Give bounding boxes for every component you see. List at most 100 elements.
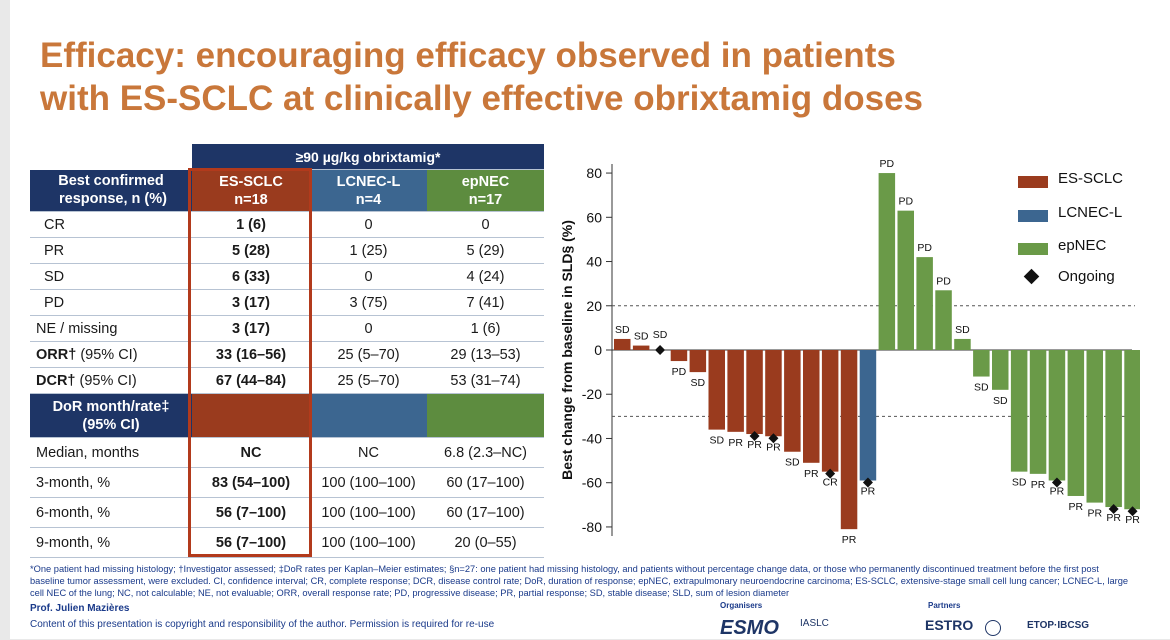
table-row-orr: ORR† (95% CI) 33 (16–56) 25 (5–70) 29 (13–… [30, 341, 544, 368]
response-label: PR [1106, 512, 1121, 524]
response-label: PD [880, 158, 895, 170]
slide-title: Efficacy: encouraging efficacy observed … [40, 34, 1120, 120]
response-label: SD [634, 331, 649, 343]
table-row: PR 5 (28) 1 (25) 5 (29) [30, 237, 544, 264]
bar [614, 338, 631, 350]
bar [878, 173, 896, 350]
response-label: SD [653, 329, 668, 341]
iaslc-logo: IASLC [800, 618, 829, 629]
y-tick-label: -60 [582, 475, 602, 491]
y-tick-label: 40 [586, 254, 602, 270]
response-label: PD [672, 366, 687, 378]
ongoing-marker [825, 468, 836, 479]
esmo-logo: ESMO [720, 617, 779, 639]
title-line-1: Efficacy: encouraging efficacy observed … [40, 36, 896, 75]
col-header-epnec: epNEC n=17 [427, 169, 544, 212]
dose-header: ≥90 µg/kg obrixtamig* [192, 144, 544, 170]
estro-logo: ESTRO [925, 617, 974, 633]
y-tick-label: 80 [586, 165, 602, 181]
response-label: PR [1050, 485, 1065, 497]
table-row: SD 6 (33) 0 4 (24) [30, 263, 544, 290]
waterfall-chart: 80 60 40 20 0 -20 -40 -60 -80 Best change from ba… [559, 158, 1140, 546]
bar [1029, 350, 1047, 474]
dor-header: DoR month/rate‡ (95% CI) [30, 393, 192, 438]
table-row: CR 1 (6) 0 0 [30, 211, 544, 238]
author-name: Prof. Julien Mazières [30, 603, 130, 614]
response-label: PD [898, 196, 913, 208]
ongoing-marker [1051, 477, 1062, 488]
response-label: SD [974, 382, 989, 394]
bar [765, 350, 782, 437]
response-label: PR [747, 439, 762, 451]
response-label: SD [1012, 477, 1027, 489]
dor-header-row: DoR month/rate‡ (95% CI) [30, 393, 544, 438]
bar [973, 350, 990, 377]
bar [1086, 350, 1103, 503]
row-header: Best confirmed response, n (%) [30, 169, 192, 212]
bar [784, 350, 801, 452]
bar [689, 350, 707, 373]
table-row: NE / missing 3 (17) 0 1 (6) [30, 315, 544, 342]
table-row: 6-month, % 56 (7–100) 100 (100–100) 60 (17–… [30, 497, 544, 528]
col-header-es-sclc: ES-SCLC n=18 [192, 169, 310, 212]
footnote: *One patient had missing histology; †Inv… [30, 564, 1129, 598]
response-label: SD [955, 324, 970, 336]
table-row-dcr: DCR† (95% CI) 67 (44–84) 25 (5–70) 53 (31–… [30, 367, 544, 394]
bar [727, 350, 744, 432]
y-tick-label: 60 [586, 209, 602, 225]
y-tick-label: -40 [582, 430, 602, 446]
bar [803, 350, 820, 463]
bar [992, 350, 1009, 390]
table-row: PD 3 (17) 3 (75) 7 (41) [30, 289, 544, 316]
response-label: PR [842, 534, 857, 546]
response-label: PR [1087, 508, 1102, 520]
response-label: PR [1125, 514, 1140, 526]
ongoing-marker [768, 433, 779, 444]
partners-label: Partners [928, 601, 961, 610]
partner-emblem-icon [985, 620, 1001, 636]
bar [708, 350, 725, 430]
bar [1124, 350, 1140, 510]
bar [935, 290, 952, 350]
copyright-notice: Content of this presentation is copyrigh… [30, 619, 495, 630]
response-label: PR [766, 441, 781, 453]
y-axis-label: Best change from baseline in SLD§ (%) [559, 220, 575, 480]
ongoing-marker [862, 477, 873, 488]
bar [1067, 350, 1085, 496]
response-label: PR [728, 437, 743, 449]
response-label: PD [936, 275, 951, 287]
y-tick-label: 20 [586, 298, 602, 314]
bar [821, 350, 839, 472]
response-label: PR [861, 485, 876, 497]
etop-logo: ETOP·IBCSG [1027, 620, 1090, 631]
organisers-label: Organisers [720, 601, 763, 610]
response-label: SD [785, 457, 800, 469]
table-row: 3-month, % 83 (54–100) 100 (100–100) 60 (17… [30, 467, 544, 498]
bar [1010, 350, 1028, 472]
bar [632, 345, 650, 350]
response-label: PR [1031, 479, 1046, 491]
ongoing-marker [1108, 504, 1119, 515]
bar [1048, 350, 1066, 481]
bar [916, 257, 933, 350]
bar [954, 338, 971, 350]
ongoing-marker [749, 431, 760, 442]
response-label: PD [917, 242, 932, 254]
y-tick-label: -20 [582, 386, 602, 402]
response-label: CR [823, 477, 839, 489]
ongoing-marker [655, 345, 666, 355]
y-tick-label: -80 [582, 519, 602, 535]
response-label: PR [1069, 501, 1084, 513]
bar [1105, 350, 1122, 508]
ongoing-marker [1127, 506, 1138, 517]
bar [897, 210, 914, 350]
response-label: SD [691, 377, 706, 389]
y-tick-label: 0 [594, 342, 602, 358]
table-row: 9-month, % 56 (7–100) 100 (100–100) 20 (0–5… [30, 527, 544, 558]
title-line-2: with ES-SCLC at clinically effective obr… [40, 79, 924, 118]
response-label: PR [804, 468, 819, 480]
table-row: Median, months NC NC 6.8 (2.3–NC) [30, 437, 544, 468]
col-header-lcnec-l: LCNEC-L n=4 [310, 169, 427, 212]
response-label: SD [709, 435, 724, 447]
bar [670, 350, 688, 362]
